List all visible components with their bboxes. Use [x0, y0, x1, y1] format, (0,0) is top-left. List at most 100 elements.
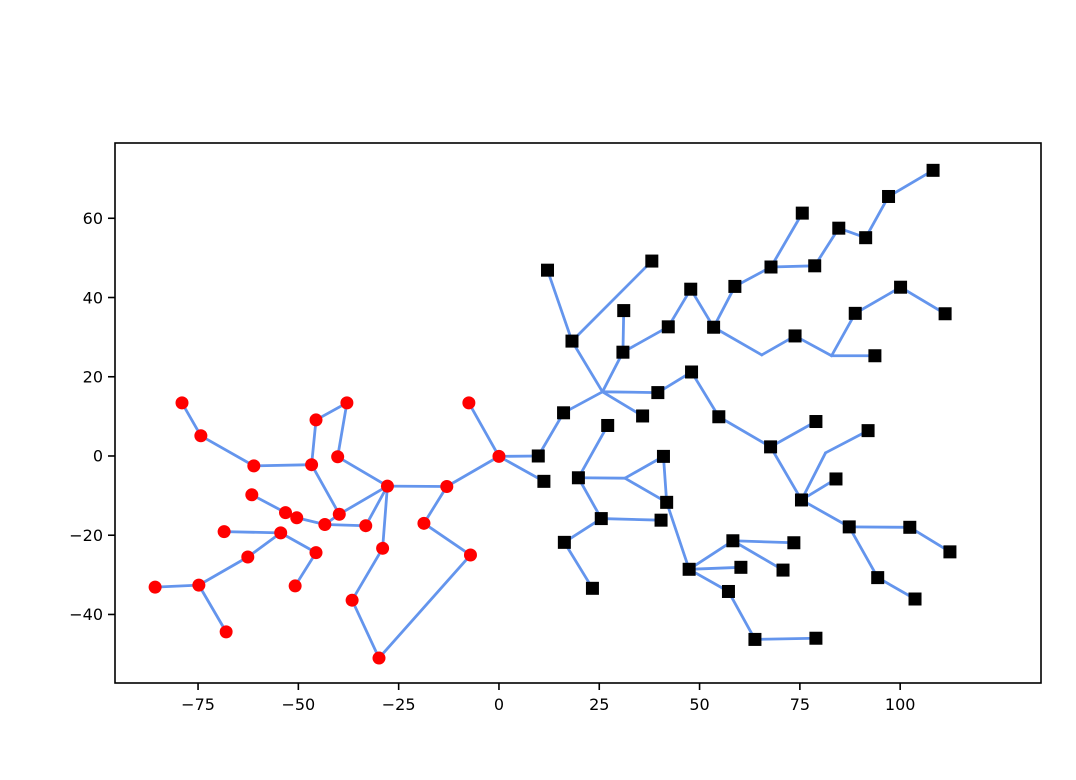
graph-edge: [908, 525, 952, 554]
black-square-node: [636, 409, 650, 423]
graph-edge: [601, 390, 644, 418]
graph-edge: [293, 551, 318, 588]
graph-edge: [690, 370, 721, 419]
red-circle-node: [340, 396, 354, 410]
red-circle-node: [309, 546, 323, 560]
graph-edge: [445, 454, 501, 488]
x-axis-tick-label: −25: [382, 695, 416, 714]
graph-edge: [153, 583, 201, 589]
graph-edge: [830, 311, 857, 358]
black-square-node: [656, 449, 670, 463]
graph-edge: [337, 484, 389, 516]
x-axis-tick-label: 25: [589, 695, 609, 714]
black-square-node: [938, 307, 952, 321]
black-square-node: [903, 520, 917, 534]
graph-edge: [727, 590, 757, 641]
black-square-node: [557, 535, 571, 549]
red-circle-node: [359, 519, 373, 533]
black-square-node: [848, 306, 862, 320]
graph-edge: [899, 285, 947, 316]
y-axis-tick-label: 60: [83, 209, 103, 228]
graph-edge: [717, 415, 772, 449]
graph-edge: [350, 546, 385, 602]
black-square-node: [537, 474, 551, 488]
red-circle-node: [332, 507, 346, 521]
graph-edge: [467, 401, 501, 458]
red-circle-node: [245, 488, 259, 502]
red-circle-node: [148, 580, 162, 594]
graph-edge: [769, 264, 817, 269]
red-circle-node: [219, 625, 233, 639]
black-square-node: [809, 415, 823, 429]
black-square-node: [721, 584, 735, 598]
black-square-node: [832, 221, 846, 235]
graph-edge: [864, 195, 890, 240]
graph-edge: [377, 553, 472, 660]
graph-edge: [887, 168, 935, 198]
red-circle-node: [380, 479, 394, 493]
black-square-node: [565, 334, 579, 348]
graph-edge: [350, 598, 381, 660]
graph-edge: [731, 539, 796, 545]
graph-edge: [422, 485, 449, 525]
red-circle-node: [247, 459, 261, 473]
black-square-node: [734, 560, 748, 574]
graph-edge: [621, 309, 626, 354]
graph-edge: [310, 463, 341, 516]
x-axis-tick-label: 0: [494, 695, 504, 714]
black-square-node: [616, 345, 630, 359]
black-square-node: [871, 571, 885, 585]
black-square-node: [682, 562, 696, 576]
graph-edge: [601, 350, 625, 394]
red-circle-node: [288, 579, 302, 593]
graph-edge: [621, 325, 670, 354]
plot-frame: [114, 142, 1042, 684]
black-square-node: [894, 280, 908, 294]
black-square-node: [707, 320, 721, 334]
black-square-node: [829, 472, 843, 486]
graph-edge: [577, 424, 610, 480]
y-axis-tick-label: 20: [83, 368, 103, 387]
x-axis-tick-label: 100: [885, 695, 916, 714]
black-square-node: [660, 495, 674, 509]
graph-edge: [536, 411, 565, 458]
red-circle-node: [462, 396, 476, 410]
black-square-node: [764, 440, 778, 454]
red-circle-node: [194, 429, 208, 443]
black-square-node: [661, 320, 675, 334]
black-square-node: [882, 189, 896, 203]
black-square-node: [868, 349, 882, 363]
graph-edge: [336, 401, 349, 459]
red-circle-node: [318, 518, 332, 532]
red-circle-node: [376, 541, 390, 555]
black-square-node: [795, 206, 809, 220]
graph-edge: [546, 268, 574, 343]
black-square-node: [861, 424, 875, 438]
red-circle-node: [345, 593, 359, 607]
graph-edge: [246, 531, 283, 559]
graph-edge: [824, 429, 870, 455]
black-square-node: [926, 163, 940, 177]
y-axis-tick-label: 0: [93, 447, 103, 466]
graph-edge: [662, 454, 669, 504]
red-circle-node: [372, 651, 386, 665]
red-circle-node: [440, 479, 454, 493]
red-circle-node: [305, 458, 319, 472]
black-square-node: [842, 520, 856, 534]
red-circle-node: [192, 578, 206, 592]
black-square-node: [728, 279, 742, 293]
black-square-node: [776, 563, 790, 577]
black-square-node: [788, 329, 802, 343]
graph-edge: [847, 525, 880, 580]
black-square-node: [571, 471, 585, 485]
black-square-node: [859, 231, 873, 245]
black-square-node: [531, 449, 545, 463]
graph-edge: [731, 539, 785, 572]
black-square-node: [726, 534, 740, 548]
black-square-node: [654, 513, 668, 527]
graph-edge: [599, 517, 663, 522]
black-square-node: [601, 418, 615, 432]
x-axis-tick-label: −75: [181, 695, 215, 714]
